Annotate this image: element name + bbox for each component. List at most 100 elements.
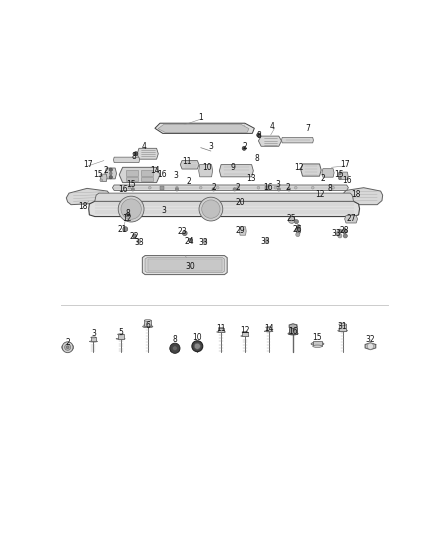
Text: 2: 2 [236,182,240,191]
Polygon shape [365,343,376,350]
Text: 10: 10 [193,333,202,342]
Circle shape [212,188,215,191]
Ellipse shape [313,345,322,348]
Text: 5: 5 [118,328,123,337]
Ellipse shape [144,324,152,326]
Text: 31: 31 [338,322,347,332]
Bar [148,259,222,271]
Bar [339,325,346,330]
Circle shape [294,220,298,224]
Circle shape [216,187,219,189]
Text: 3: 3 [276,180,281,189]
Polygon shape [345,215,357,223]
Text: 15: 15 [313,333,322,342]
Bar [126,169,138,176]
Polygon shape [113,157,140,163]
Bar [91,337,96,342]
Bar [159,187,164,190]
Circle shape [342,229,347,233]
Circle shape [131,188,134,191]
Text: 13: 13 [246,174,256,183]
Ellipse shape [242,332,247,333]
Text: 26: 26 [293,224,303,233]
Bar [242,332,247,336]
Ellipse shape [311,342,324,345]
Polygon shape [258,136,282,146]
Text: 15: 15 [334,171,344,179]
Text: 2: 2 [243,142,247,151]
Text: 30: 30 [186,262,195,271]
Text: 16: 16 [118,185,127,194]
Text: 8: 8 [256,131,261,140]
Polygon shape [240,227,246,235]
Circle shape [176,187,178,189]
Ellipse shape [116,338,125,340]
Circle shape [128,187,131,189]
Polygon shape [105,168,117,179]
Polygon shape [342,188,383,205]
Circle shape [199,197,223,221]
Text: 4: 4 [269,122,275,131]
Circle shape [126,213,130,217]
Text: 2: 2 [104,166,109,175]
Ellipse shape [338,329,347,332]
Polygon shape [155,123,254,133]
Ellipse shape [241,335,249,337]
Circle shape [62,342,73,353]
Polygon shape [137,148,158,159]
Text: 2: 2 [187,177,191,186]
Text: 33: 33 [332,229,341,238]
Ellipse shape [177,348,180,352]
Circle shape [173,346,177,351]
Polygon shape [219,165,253,177]
Circle shape [109,168,113,172]
Ellipse shape [266,327,272,328]
Text: 25: 25 [287,214,297,223]
Ellipse shape [145,320,151,321]
Bar [289,326,297,334]
Ellipse shape [89,341,98,342]
Circle shape [233,188,237,191]
Text: 2: 2 [211,182,216,191]
Text: 22: 22 [130,232,139,241]
Circle shape [257,187,260,189]
Text: 15: 15 [126,181,136,189]
Circle shape [192,341,203,352]
Text: 4: 4 [141,142,146,151]
Polygon shape [95,193,353,201]
Text: 12: 12 [294,163,303,172]
Polygon shape [113,185,348,190]
Circle shape [296,232,300,237]
Ellipse shape [143,325,153,328]
Circle shape [274,187,277,189]
Circle shape [148,187,151,189]
Polygon shape [88,201,360,216]
Circle shape [137,239,141,244]
Text: 24: 24 [184,237,194,246]
Text: 2: 2 [321,174,325,183]
Ellipse shape [170,348,173,352]
Circle shape [202,200,220,218]
Polygon shape [145,257,224,272]
Text: 14: 14 [264,324,273,333]
Circle shape [132,234,137,238]
Polygon shape [100,174,107,182]
Circle shape [287,188,291,191]
Circle shape [332,187,335,189]
Circle shape [199,187,202,189]
Text: 15: 15 [93,171,103,179]
Bar [126,177,138,181]
Bar [141,177,153,181]
Ellipse shape [117,334,124,335]
Circle shape [294,187,297,189]
Circle shape [182,231,187,236]
Ellipse shape [217,332,226,333]
Circle shape [118,196,144,222]
Text: 18: 18 [78,201,87,211]
Polygon shape [158,124,249,132]
Text: 3: 3 [174,171,179,180]
Text: 12: 12 [122,214,131,223]
Text: 7: 7 [305,125,310,133]
Circle shape [297,225,300,229]
Circle shape [109,175,113,179]
